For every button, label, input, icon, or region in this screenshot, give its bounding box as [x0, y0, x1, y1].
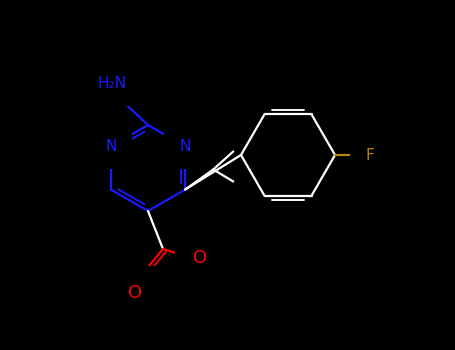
Text: N: N — [105, 139, 116, 154]
Text: O: O — [193, 249, 207, 267]
Text: F: F — [366, 147, 374, 162]
Text: N: N — [180, 139, 191, 154]
Text: O: O — [128, 284, 142, 302]
Text: H₂N: H₂N — [97, 76, 126, 91]
